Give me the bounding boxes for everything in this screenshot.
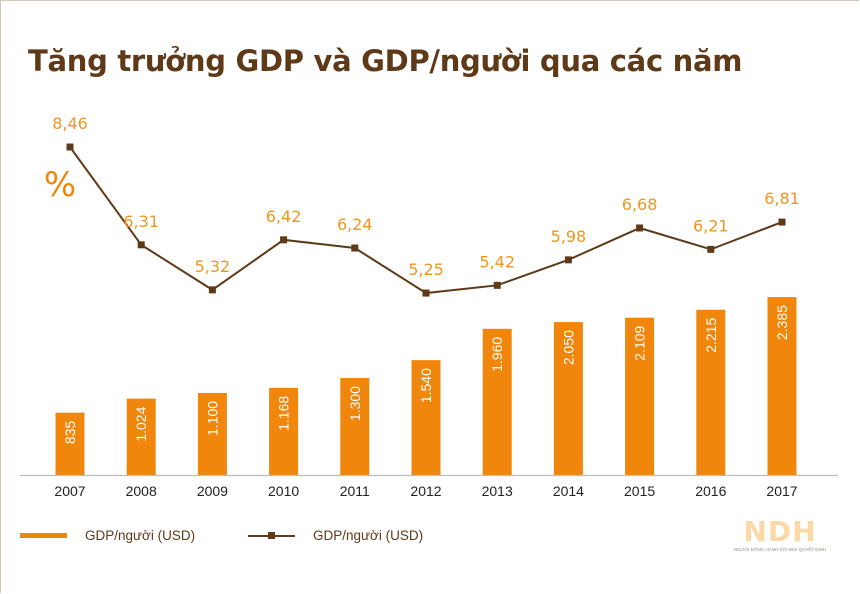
ndh-logo: NDH NGƯỜI ĐỒNG HÀNH VỚI MỌI QUYẾT ĐỊNH [730,517,830,559]
legend-item-bar: GDP/người (USD) [20,528,195,543]
chart-title: Tăng trưởng GDP và GDP/người qua các năm [28,44,743,78]
x-tick-label: 2011 [340,483,370,499]
bar-value-label: 2.215 [703,318,719,353]
logo-tagline: NGƯỜI ĐỒNG HÀNH VỚI MỌI QUYẾT ĐỊNH [733,547,827,552]
line-marker-2009 [208,286,216,294]
legend-label: GDP/người (USD) [313,528,424,543]
x-tick-label: 2008 [126,483,157,499]
line-value-label: 6,21 [693,216,729,235]
bar-value-label: 1.024 [133,406,149,441]
bar-value-label: 1.300 [347,386,363,421]
bar-value-label: 1.100 [204,401,220,436]
bar-2012 [411,360,441,475]
x-tick-label: 2009 [197,483,228,499]
bar-2015 [625,317,655,475]
bar-value-label: 2.050 [560,330,576,365]
bar-value-label: 1.960 [489,337,505,372]
x-tick-label: 2015 [624,483,655,499]
bar-2016 [696,309,726,475]
x-tick-label: 2010 [268,483,299,499]
legend-line-swatch [248,531,295,539]
x-tick-label: 2016 [695,483,726,499]
bar-2014 [553,322,583,475]
line-value-label: 6,42 [266,207,302,226]
bar-2009 [197,392,227,475]
bar-2011 [340,378,370,475]
bar-value-label: 1.168 [276,396,292,431]
legend-line-marker [268,531,275,539]
line-marker-2014 [564,256,572,264]
percent-unit-label: % [44,165,76,205]
legend-bar-swatch [20,533,67,538]
line-value-label: 8,46 [52,114,88,133]
x-tick-label: 2012 [410,483,441,499]
legend-item-line: GDP/người (USD) [248,528,423,543]
legend: GDP/người (USD) GDP/người (USD) [0,528,860,558]
x-tick-label: 2013 [482,483,513,499]
bar-value-label: 835 [62,420,78,444]
bar-value-label: 2.385 [774,305,790,340]
line-value-label: 6,81 [764,189,800,208]
bar-value-label: 2.109 [632,325,648,360]
line-marker-2007 [66,143,74,151]
line-value-label: 5,32 [195,257,231,276]
bar-value-label: 1.540 [418,368,434,403]
x-tick-label: 2007 [54,483,85,499]
line-marker-2017 [778,218,786,226]
line-series: 8,46 6,31 5,32 6,42 6,24 5,25 5,42 5,98 6,68 6,21… [52,114,800,297]
bar-series: 835 1.024 1.100 1.168 1.300 1.540 1.960 2.050 2.… [55,297,797,475]
x-tick-label: 2014 [553,483,584,499]
line-value-label: 5,25 [408,260,444,279]
bar-2017 [767,297,797,475]
line-value-label: 5,98 [551,227,587,246]
line-value-label: 6,24 [337,215,373,234]
line-marker-2015 [636,224,644,232]
line-value-label: 6,31 [123,212,159,231]
line-marker-2012 [422,289,430,297]
line-marker-2010 [280,236,288,244]
x-tick-labels: 2007 2008 2009 2010 2011 2012 2013 2014 2015 2016… [54,483,797,499]
bar-2013 [482,328,512,475]
x-tick-label: 2017 [766,483,797,499]
line-value-label: 5,42 [479,252,515,271]
bar-2010 [269,387,299,475]
line-marker-2008 [137,241,145,249]
line-marker-2011 [351,244,359,252]
bar-2008 [126,398,156,475]
line-value-label: 6,68 [622,195,658,214]
line-marker-2013 [493,281,501,289]
bar-2007 [55,412,85,475]
logo-mark: NDH [743,515,817,548]
legend-label: GDP/người (USD) [85,528,196,543]
line-marker-2016 [707,245,715,253]
